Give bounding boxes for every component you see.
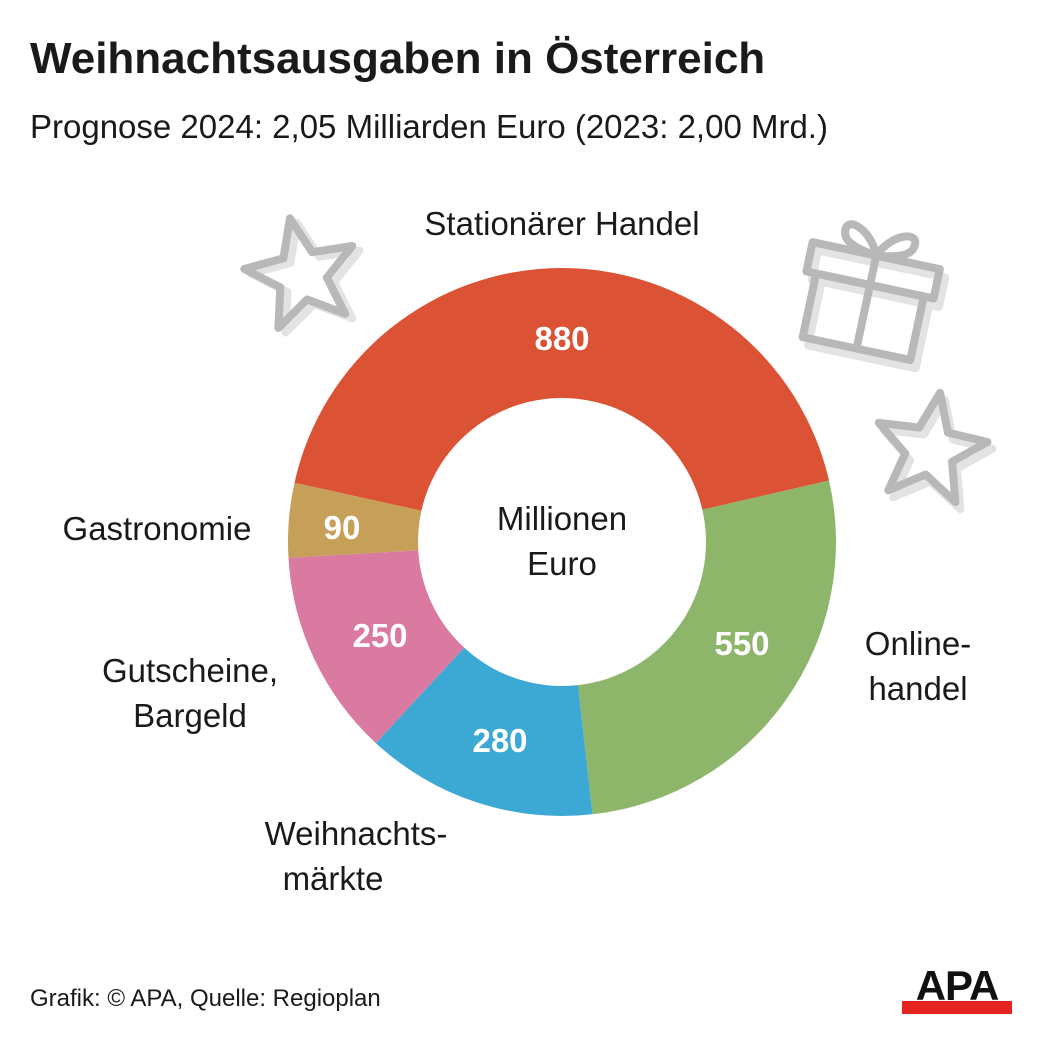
apa-logo: APA xyxy=(902,962,1012,1014)
slice-value-label: 280 xyxy=(472,722,527,759)
slice-category-label: Gastronomie xyxy=(63,510,252,547)
chart-title: Weihnachtsausgaben in Österreich xyxy=(30,34,766,83)
slice-value-label: 550 xyxy=(714,625,769,662)
donut-slice xyxy=(288,482,422,558)
source-credit: Grafik: © APA, Quelle: Regioplan xyxy=(30,985,381,1012)
slice-value-label: 90 xyxy=(324,509,361,546)
slice-category-label: handel xyxy=(868,670,967,707)
center-label-line2: Euro xyxy=(527,545,597,582)
donut-slice xyxy=(375,647,593,816)
gift-icon xyxy=(798,220,950,373)
slice-category-label: Bargeld xyxy=(133,697,247,734)
slice-category-label: Online- xyxy=(865,625,971,662)
slice-value-label: 880 xyxy=(534,320,589,357)
slice-category-label: märkte xyxy=(283,860,384,897)
slice-value-label: 250 xyxy=(352,617,407,654)
donut-slice xyxy=(577,480,836,815)
center-label-line1: Millionen xyxy=(497,500,627,537)
donut-slice xyxy=(294,267,830,511)
star-icon xyxy=(874,388,997,514)
chart-subtitle: Prognose 2024: 2,05 Milliarden Euro (202… xyxy=(30,108,828,145)
slice-category-label: Gutscheine, xyxy=(102,652,278,689)
donut-slice xyxy=(288,550,465,744)
slice-category-label: Weihnachts- xyxy=(265,815,448,852)
star-icon xyxy=(240,214,364,337)
slice-category-label: Stationärer Handel xyxy=(424,205,699,242)
